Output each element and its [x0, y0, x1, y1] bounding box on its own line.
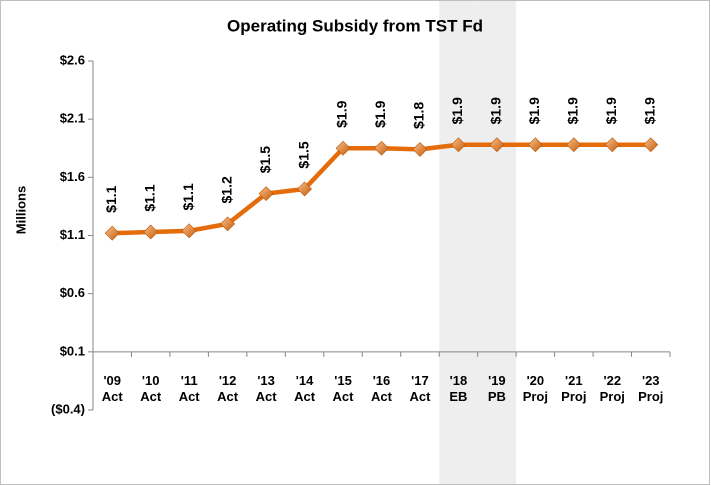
y-tick-label: $2.1	[60, 111, 85, 126]
x-tick-label: '13 Act	[256, 373, 278, 404]
x-tick-label: '12 Act	[217, 373, 239, 404]
data-point	[489, 137, 505, 153]
data-point	[220, 216, 236, 232]
data-point	[181, 223, 197, 239]
x-tick-label: '16 Act	[371, 373, 393, 404]
data-label: $1.9	[565, 97, 581, 124]
x-tick-label: '19 PB	[488, 373, 506, 404]
data-label: $1.2	[218, 176, 234, 203]
data-point	[643, 137, 659, 153]
x-tick-label: '17 Act	[409, 373, 431, 404]
y-tick-label: $0.1	[60, 343, 85, 358]
x-tick-label: '23 Proj	[638, 373, 663, 404]
data-label: $1.1	[141, 184, 157, 211]
data-label: $1.1	[180, 183, 196, 210]
data-point	[297, 181, 312, 197]
y-tick-label: $2.6	[60, 52, 85, 67]
data-point	[527, 137, 543, 153]
data-label: $1.5	[295, 141, 311, 168]
data-point	[566, 137, 582, 153]
x-tick-label: '21 Proj	[561, 373, 586, 404]
x-tick-label: '18 EB	[449, 373, 467, 404]
data-label: $1.8	[411, 102, 427, 129]
data-label: $1.9	[641, 97, 657, 124]
x-tick-label: '20 Proj	[523, 373, 548, 404]
data-label: $1.9	[526, 97, 542, 124]
y-tick-label: $0.6	[60, 285, 85, 300]
data-label: $1.9	[334, 100, 350, 127]
data-label: $1.1	[103, 185, 119, 212]
data-point	[412, 141, 428, 157]
data-label: $1.9	[372, 100, 388, 127]
y-axis-label: Millions	[13, 186, 28, 234]
data-point	[258, 186, 274, 202]
data-label: $1.5	[257, 146, 273, 173]
x-tick-label: '14 Act	[294, 373, 316, 404]
x-tick-label: '09 Act	[102, 373, 124, 404]
highlight-band	[477, 0, 517, 485]
data-point	[143, 224, 159, 240]
y-tick-label: $1.1	[60, 227, 85, 242]
data-point	[374, 140, 389, 156]
data-point	[451, 137, 466, 153]
chart-title: Operating Subsidy from TST Fd	[227, 16, 483, 35]
data-label: $1.9	[449, 97, 465, 124]
data-point	[104, 225, 120, 241]
y-tick-label: $1.6	[60, 169, 85, 184]
data-point	[335, 140, 351, 156]
highlight-band	[439, 0, 478, 485]
x-tick-label: '11 Act	[179, 373, 201, 404]
data-label: $1.9	[603, 97, 619, 124]
x-tick-label: '15 Act	[333, 373, 355, 404]
data-point	[604, 137, 620, 153]
y-tick-label: ($0.4)	[51, 401, 85, 416]
x-tick-label: '10 Act	[140, 373, 162, 404]
data-label: $1.9	[488, 97, 504, 124]
x-tick-label: '22 Proj	[600, 373, 625, 404]
